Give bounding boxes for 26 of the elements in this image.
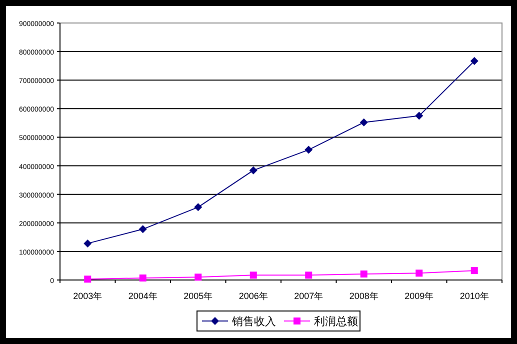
x-tick-label: 2008年 — [349, 291, 378, 301]
x-tick-label: 2005年 — [184, 291, 213, 301]
point — [360, 118, 368, 126]
point — [470, 267, 478, 274]
point — [84, 239, 92, 248]
point — [305, 272, 312, 279]
x-tick-label: 2006年 — [238, 291, 268, 301]
point — [304, 146, 313, 154]
point — [139, 274, 146, 282]
x-tick-label: 2007年 — [294, 291, 324, 301]
point — [84, 276, 92, 283]
point — [415, 112, 424, 120]
x-tick-label: 2004年 — [128, 291, 158, 301]
point — [249, 166, 258, 174]
point — [416, 270, 423, 277]
point — [360, 270, 368, 278]
legend-label: 销售收入 — [231, 315, 276, 328]
x-tick-label: 2009年 — [404, 291, 434, 301]
point — [194, 274, 202, 281]
x-tick-label: 2010年 — [460, 291, 489, 301]
point — [250, 272, 257, 279]
point — [470, 56, 478, 65]
point — [138, 225, 147, 234]
legend-label: 利润总额 — [314, 315, 358, 328]
point — [194, 203, 202, 212]
x-tick-label: 2003年 — [73, 291, 102, 301]
